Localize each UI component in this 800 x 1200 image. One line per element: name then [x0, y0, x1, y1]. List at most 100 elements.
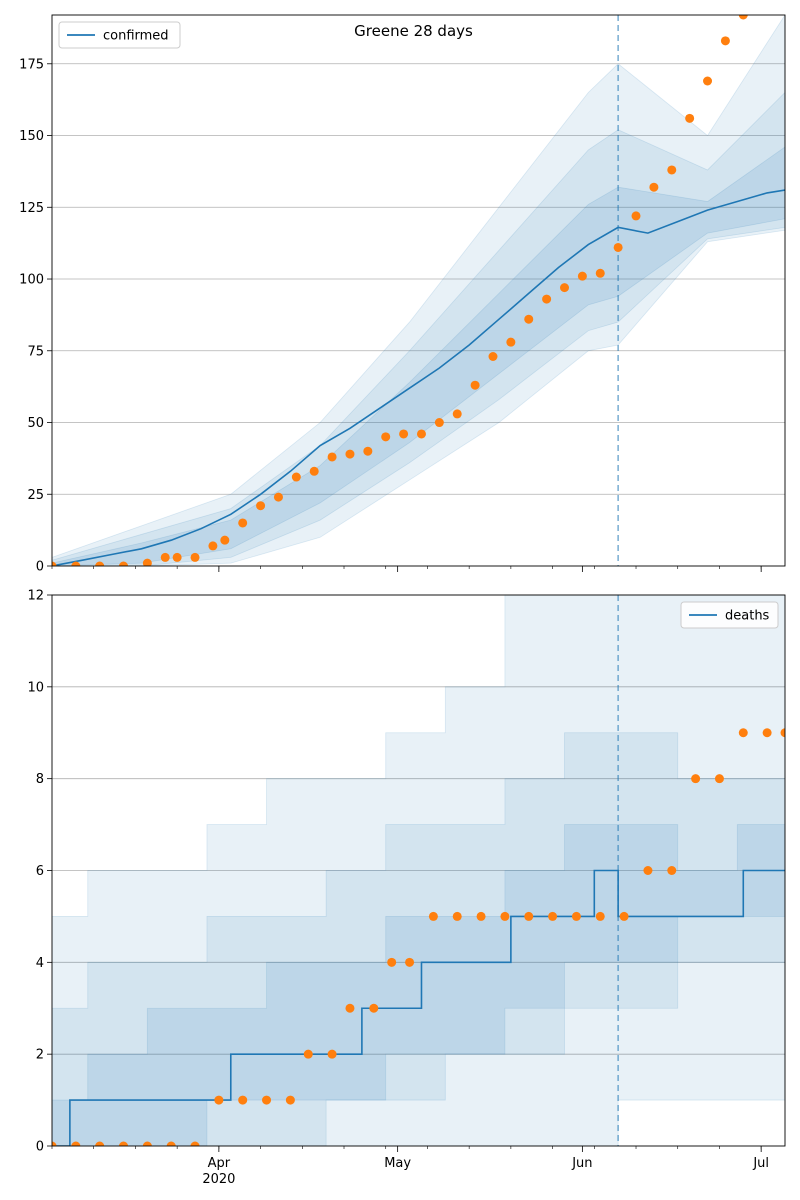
- plot-area: [52, 595, 785, 1146]
- x-tick-label: May: [384, 1156, 411, 1171]
- observed-point: [780, 728, 785, 738]
- legend-box: [58, 21, 181, 49]
- observed-point: [214, 1095, 224, 1105]
- observed-point: [119, 1141, 129, 1146]
- confirmed-panel: 0 25 50 75 100 125 150 175 Greene 28 days confirm…: [19, 14, 786, 575]
- band-inner: [52, 146, 785, 566]
- observed-point: [595, 911, 605, 921]
- series-line-confirmed: [52, 189, 785, 566]
- y-tick-label: 2: [36, 1048, 44, 1063]
- observed-point: [327, 1049, 337, 1059]
- observed-point: [381, 432, 391, 442]
- y-tick-label: 150: [19, 129, 44, 144]
- observed-point: [738, 728, 748, 738]
- band-outer: [52, 595, 785, 1146]
- observed-point: [190, 552, 200, 562]
- observed-point: [291, 472, 301, 482]
- observed-point: [95, 1141, 105, 1146]
- x-tick-label: Jul: [752, 1156, 769, 1171]
- observed-point: [238, 1095, 248, 1105]
- y-tick-label: 12: [27, 589, 44, 604]
- observed-point: [577, 271, 587, 281]
- y-tick-label: 25: [27, 488, 44, 503]
- axes-frame: [51, 14, 786, 567]
- observed-point: [119, 561, 129, 566]
- observed-point: [345, 449, 355, 459]
- observed-point: [691, 774, 701, 784]
- band-mid: [52, 91, 785, 566]
- observed-point: [71, 1141, 81, 1146]
- band-mid: [52, 732, 785, 1146]
- chart-title: Greene 28 days: [354, 22, 473, 40]
- y-tick-label: 10: [27, 680, 44, 695]
- observed-point: [238, 518, 248, 528]
- observed-point: [345, 1003, 355, 1013]
- observed-point: [452, 911, 462, 921]
- observed-point: [166, 1141, 176, 1146]
- observed-point: [303, 1049, 313, 1059]
- observed-point: [524, 911, 534, 921]
- legend: confirmed: [58, 21, 181, 49]
- observed-point: [273, 492, 283, 502]
- observed-point: [667, 866, 677, 875]
- observed-point: [262, 1095, 272, 1105]
- series-step-deaths: [52, 869, 785, 1146]
- x-tick-sublabel: 2020: [202, 1172, 235, 1187]
- observed-point: [399, 429, 409, 439]
- observed-point: [714, 774, 724, 784]
- observed-point: [172, 552, 182, 562]
- observed-point: [649, 182, 659, 192]
- observed-point: [703, 76, 713, 86]
- observed-point: [142, 1141, 152, 1146]
- y-tick-label: 6: [36, 864, 44, 879]
- observed-point: [667, 165, 677, 175]
- observed-point: [548, 911, 558, 921]
- x-tick-label: Apr: [208, 1156, 231, 1171]
- observed-point: [500, 911, 510, 921]
- observed-point: [434, 418, 444, 428]
- legend-box: [680, 601, 779, 629]
- y-tick-label: 125: [19, 201, 44, 216]
- y-tick-label: 0: [36, 1140, 44, 1155]
- observed-point: [428, 911, 438, 921]
- observed-point: [52, 1141, 57, 1146]
- observed-point: [256, 501, 266, 511]
- observed-point: [488, 352, 498, 362]
- y-tick-label: 75: [27, 344, 44, 359]
- observed-point: [738, 15, 748, 20]
- observed-point: [470, 380, 480, 390]
- observed-point: [452, 409, 462, 419]
- y-tick-label: 8: [36, 772, 44, 787]
- legend-label: confirmed: [103, 29, 169, 44]
- observed-point: [524, 314, 534, 324]
- observed-point: [142, 558, 152, 566]
- observed-point: [190, 1141, 200, 1146]
- legend-label: deaths: [725, 609, 770, 624]
- y-tick-label: 4: [36, 956, 44, 971]
- observed-point: [327, 452, 337, 462]
- observed-point: [220, 535, 230, 545]
- observed-point: [560, 283, 570, 293]
- observed-point: [476, 911, 486, 921]
- legend: deaths: [680, 601, 779, 629]
- observed-point: [387, 957, 397, 967]
- observed-point: [95, 561, 105, 566]
- observed-point: [595, 268, 605, 278]
- observed-point: [309, 466, 319, 476]
- y-tick-label: 175: [19, 57, 44, 72]
- observed-point: [762, 728, 772, 738]
- observed-point: [685, 113, 695, 123]
- observed-point: [542, 294, 552, 304]
- observed-point: [631, 211, 641, 221]
- observed-point: [71, 561, 81, 566]
- observed-point: [720, 36, 730, 46]
- observed-point: [613, 242, 623, 252]
- observed-point: [369, 1003, 379, 1013]
- band-inner: [52, 824, 785, 1146]
- observed-point: [405, 957, 415, 967]
- observed-point: [643, 866, 653, 875]
- observed-point: [52, 561, 57, 566]
- observed-point: [571, 911, 581, 921]
